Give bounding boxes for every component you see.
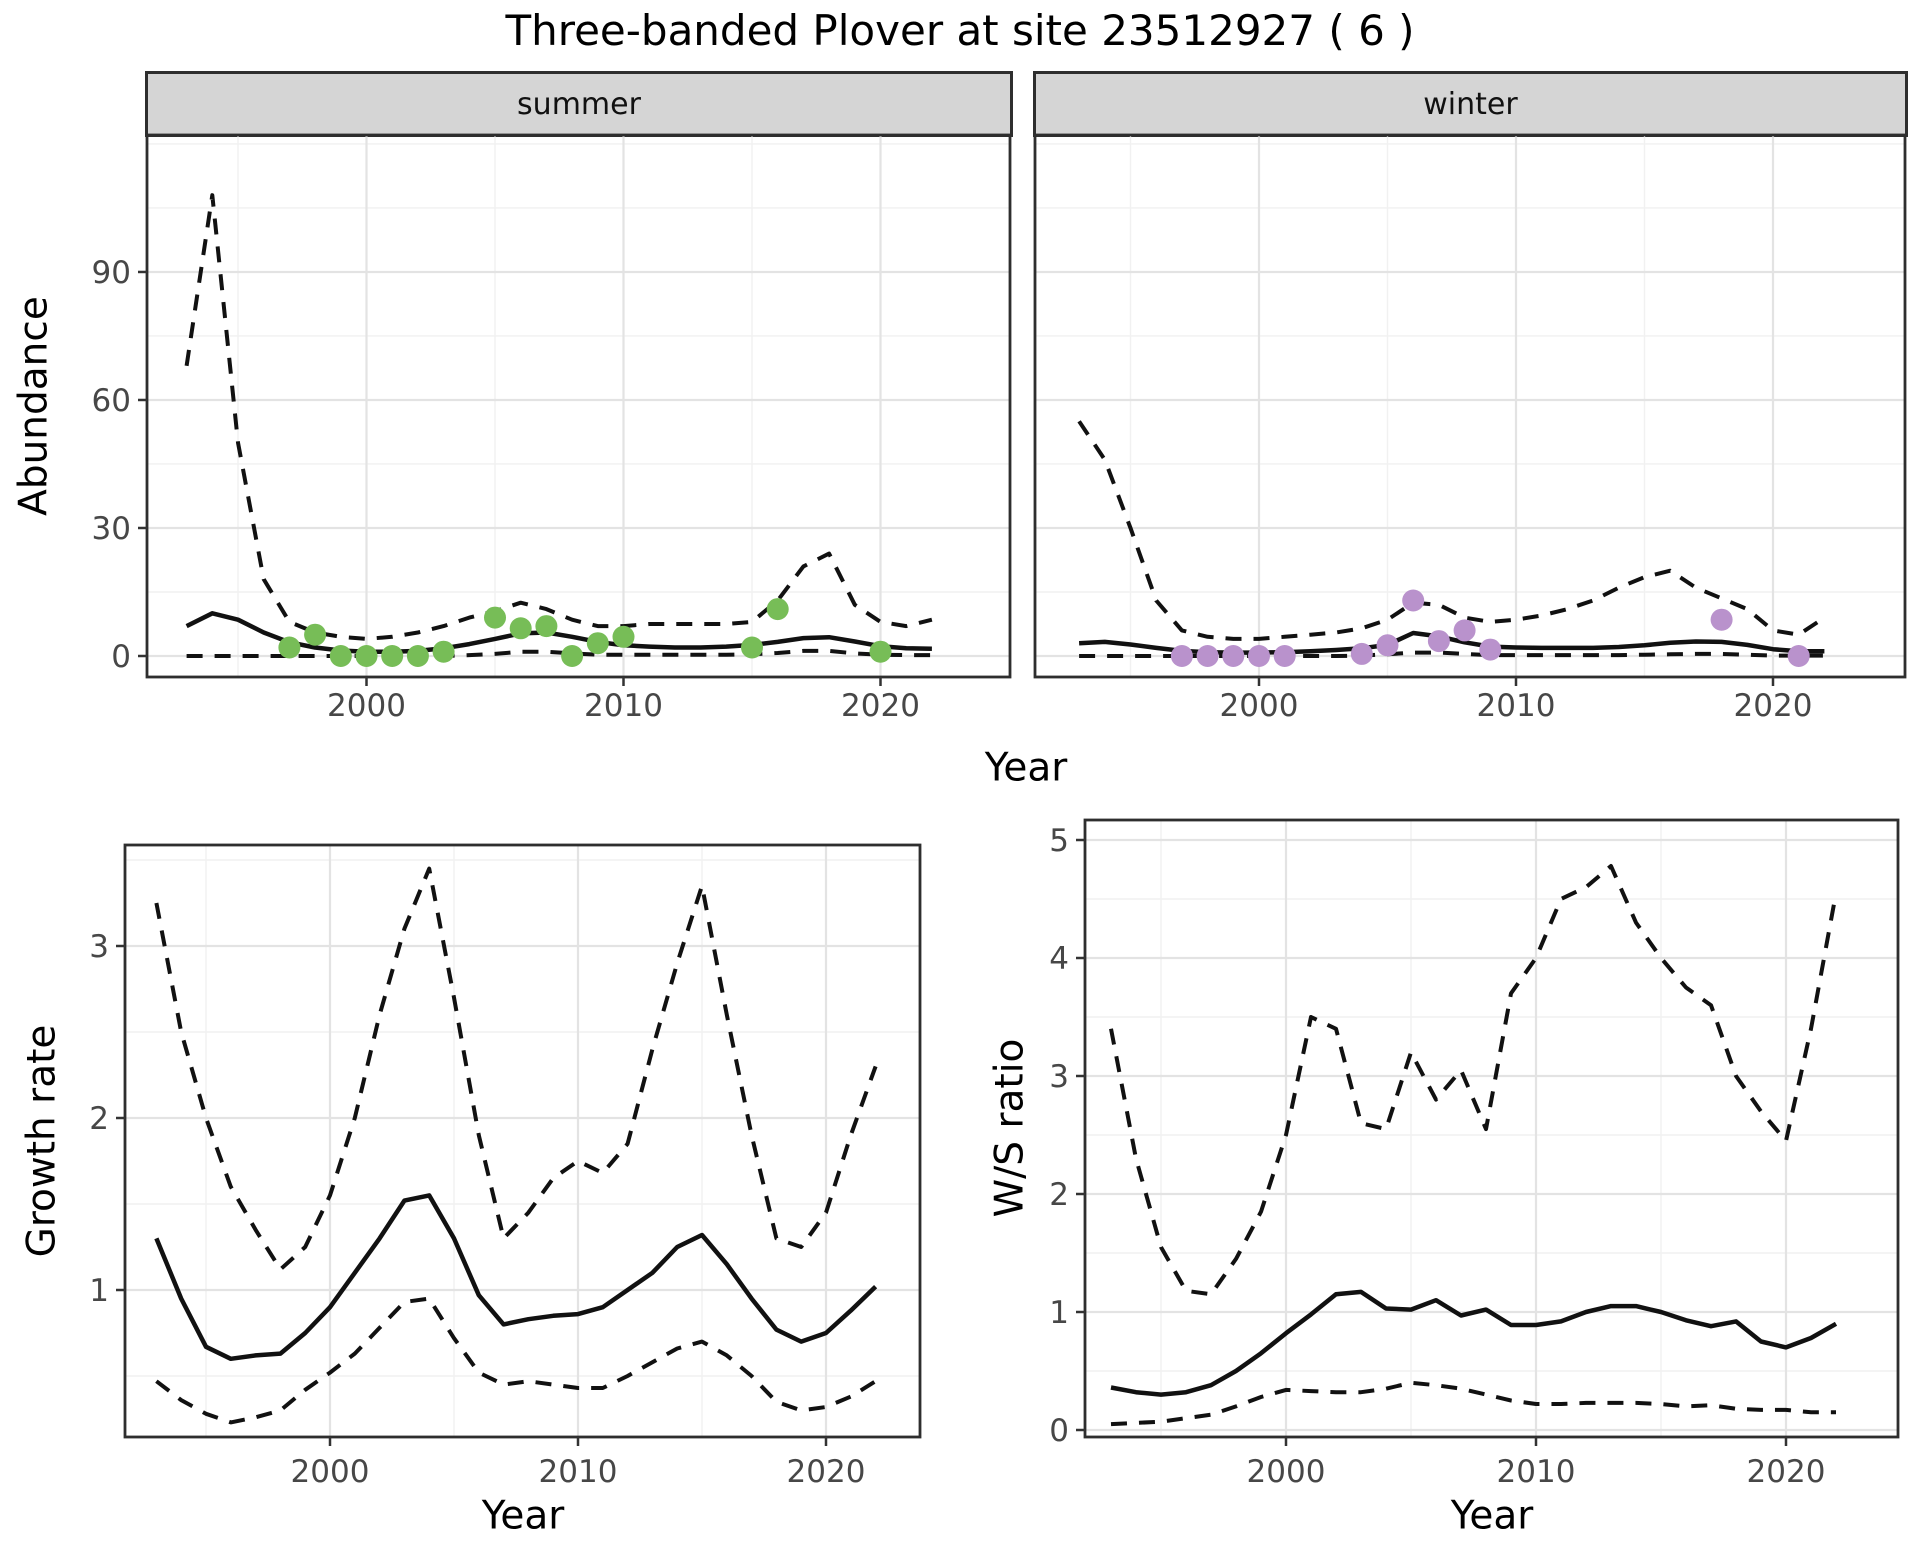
observed-point — [869, 640, 892, 663]
abundance-axis-title: Abundance — [11, 296, 57, 516]
x-tick-label: 2000 — [1247, 1454, 1326, 1490]
x-tick-label: 2010 — [1477, 688, 1556, 724]
x-tick-label: 2000 — [327, 688, 406, 724]
x-tick-label: 2010 — [584, 688, 663, 724]
growth-rate-upper_ci-line — [154, 866, 878, 1272]
observed-point — [586, 632, 609, 655]
facet-strip-summer: summer — [145, 71, 1013, 137]
y-tick-label: 1 — [1049, 1295, 1069, 1331]
observed-point — [535, 615, 558, 638]
growth-year-axis-title: Year — [481, 1493, 565, 1539]
observed-point — [484, 606, 506, 629]
growth-rate-lower_ci-line — [155, 1296, 877, 1425]
y-tick-label: 3 — [89, 929, 109, 965]
observed-point — [741, 636, 763, 659]
observed-point — [1479, 638, 1502, 661]
panel-border — [1033, 133, 1907, 679]
ws-ratio-lower_ci-line — [1110, 1380, 1836, 1427]
observed-point — [561, 645, 584, 667]
x-tick-label: 2010 — [1497, 1454, 1576, 1490]
y-tick-label: 2 — [89, 1101, 109, 1137]
y-tick-label: 90 — [92, 255, 131, 291]
abundance-summer-upper_ci-line — [184, 193, 933, 641]
y-tick-label: 2 — [1049, 1177, 1069, 1213]
abundance-winter-axis-ticks: 2000 2010 2020 — [1220, 677, 1813, 724]
panel-abundance-summer: 2000 2010 2020 0 30 60 90 — [92, 133, 1012, 724]
x-tick-label: 2010 — [539, 1454, 618, 1490]
abundance-summer-observed-points — [278, 598, 892, 667]
y-tick-label: 5 — [1049, 823, 1069, 859]
ws-ratio-upper_ci-line — [1109, 864, 1838, 1297]
observed-point — [1170, 645, 1193, 667]
y-tick-label: 1 — [89, 1273, 109, 1309]
x-tick-label: 2020 — [1734, 688, 1813, 724]
y-tick-label: 0 — [111, 639, 131, 675]
panel-abundance-winter: 2000 2010 2020 — [1033, 133, 1907, 724]
observed-point — [406, 645, 429, 667]
observed-point — [1787, 645, 1810, 667]
gridlines — [1035, 135, 1905, 677]
facet-strip-winter: winter — [1033, 71, 1908, 137]
observed-point — [1402, 589, 1425, 612]
abundance-winter-observed-points — [1170, 589, 1810, 667]
ws-ratio-axis-ticks: 2000 2010 2020 0 1 2 3 4 5 — [1049, 823, 1825, 1490]
ws-ratio-axis-title: W/S ratio — [987, 1038, 1033, 1218]
observed-point — [432, 640, 455, 663]
y-tick-label: 3 — [1049, 1059, 1069, 1095]
ws-year-axis-title: Year — [1450, 1493, 1534, 1539]
panel-ws-ratio: 2000 2010 2020 0 1 2 3 4 5 — [1049, 818, 1900, 1490]
x-tick-label: 2000 — [291, 1454, 370, 1490]
gridlines — [1085, 820, 1898, 1437]
growth-rate-axis-title: Growth rate — [19, 1024, 65, 1258]
observed-point — [509, 617, 532, 640]
observed-point — [304, 623, 327, 646]
y-tick-label: 60 — [92, 383, 131, 419]
panel-border — [1083, 818, 1900, 1439]
panel-border — [123, 843, 922, 1439]
ws-ratio-median-line — [1110, 1289, 1838, 1397]
x-tick-label: 2020 — [1747, 1454, 1826, 1490]
y-tick-label: 30 — [92, 511, 131, 547]
observed-point — [1710, 608, 1733, 631]
observed-point — [1453, 619, 1476, 642]
gridlines — [125, 845, 920, 1437]
observed-point — [1222, 645, 1245, 667]
observed-point — [1427, 630, 1450, 653]
observed-point — [278, 636, 301, 659]
top-year-axis-title: Year — [984, 745, 1068, 791]
x-tick-label: 2020 — [787, 1454, 866, 1490]
growth-rate-axis-ticks: 2000 2010 2020 1 2 3 — [89, 929, 865, 1490]
abundance-summer-lower_ci-line — [186, 648, 932, 658]
y-tick-label: 4 — [1049, 941, 1069, 977]
abundance-summer-fit-line — [185, 611, 932, 654]
facet-strip-winter-label: winter — [1423, 86, 1518, 122]
abundance-summer-axis-ticks: 2000 2010 2020 0 30 60 90 — [92, 255, 920, 724]
figure-title: Three-banded Plover at site 23512927 ( 6… — [505, 6, 1415, 55]
gridlines — [147, 135, 1010, 677]
panel-growth-rate: 2000 2010 2020 1 2 3 — [89, 843, 922, 1490]
observed-point — [766, 598, 789, 621]
abundance-winter-upper_ci-line — [1077, 420, 1826, 641]
observed-point — [1196, 645, 1219, 667]
observed-point — [355, 645, 378, 667]
x-tick-label: 2000 — [1220, 688, 1299, 724]
y-tick-label: 0 — [1049, 1413, 1069, 1449]
observed-point — [1248, 645, 1270, 667]
x-tick-label: 2020 — [841, 688, 920, 724]
panel-border — [145, 133, 1012, 679]
observed-point — [1350, 642, 1373, 665]
observed-point — [1273, 645, 1296, 667]
observed-point — [381, 645, 404, 667]
observed-point — [612, 625, 635, 648]
facet-strip-summer-label: summer — [517, 86, 641, 122]
growth-rate-median-line — [154, 1193, 878, 1362]
abundance-winter-fit-line — [1078, 630, 1825, 655]
observed-point — [329, 645, 352, 667]
observed-point — [1376, 634, 1399, 657]
